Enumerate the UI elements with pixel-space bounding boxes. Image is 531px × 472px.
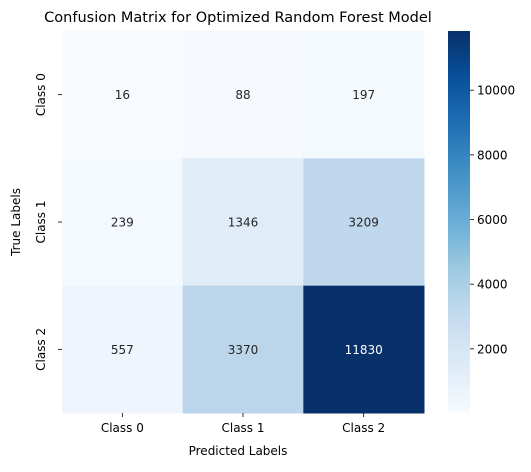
colorbar-tick-label: 6000 <box>477 213 508 227</box>
heatmap-cell <box>303 31 425 159</box>
y-tick-label: Class 2 <box>34 328 48 371</box>
heatmap-cell <box>303 158 425 287</box>
cell-value-label: 239 <box>111 216 134 230</box>
cell-value-label: 3209 <box>348 216 379 230</box>
x-tick-label: Class 0 <box>101 421 144 435</box>
y-tick-label: Class 1 <box>34 200 48 243</box>
heatmap-cell <box>182 158 304 287</box>
cell-value-label: 88 <box>235 88 250 102</box>
cell-value-label: 197 <box>352 88 375 102</box>
cell-value-label: 3370 <box>228 343 259 357</box>
cell-value-label: 1346 <box>228 216 259 230</box>
chart-title: Confusion Matrix for Optimized Random Fo… <box>44 10 432 26</box>
y-axis: Class 0 Class 1 Class 2 <box>34 73 62 371</box>
colorbar-tick-label: 10000 <box>477 84 515 98</box>
x-axis-label: Predicted Labels <box>189 444 288 458</box>
colorbar-tick-label: 2000 <box>477 342 508 356</box>
x-tick-label: Class 1 <box>221 421 264 435</box>
cell-value-label: 11830 <box>345 343 383 357</box>
cell-labels: 16 88 197 239 1346 3209 557 3370 11830 <box>111 88 383 357</box>
heatmap-cell <box>182 31 304 159</box>
colorbar-ticks: 2000 4000 6000 8000 10000 <box>470 84 515 356</box>
x-axis: Class 0 Class 1 Class 2 <box>101 413 385 435</box>
x-tick-label: Class 2 <box>342 421 385 435</box>
y-axis-label: True Labels <box>9 188 23 257</box>
heatmap-cell <box>303 285 425 414</box>
y-tick-label: Class 0 <box>34 73 48 116</box>
heatmap-cell <box>62 158 184 287</box>
colorbar-tick-label: 8000 <box>477 148 508 162</box>
heatmap-cells <box>62 31 425 414</box>
heatmap-cell <box>62 285 184 414</box>
colorbar-tick-label: 4000 <box>477 278 508 292</box>
heatmap-cell <box>182 285 304 414</box>
colorbar <box>448 31 470 413</box>
heatmap-cell <box>62 31 184 159</box>
cell-value-label: 16 <box>115 88 130 102</box>
cell-value-label: 557 <box>111 343 134 357</box>
